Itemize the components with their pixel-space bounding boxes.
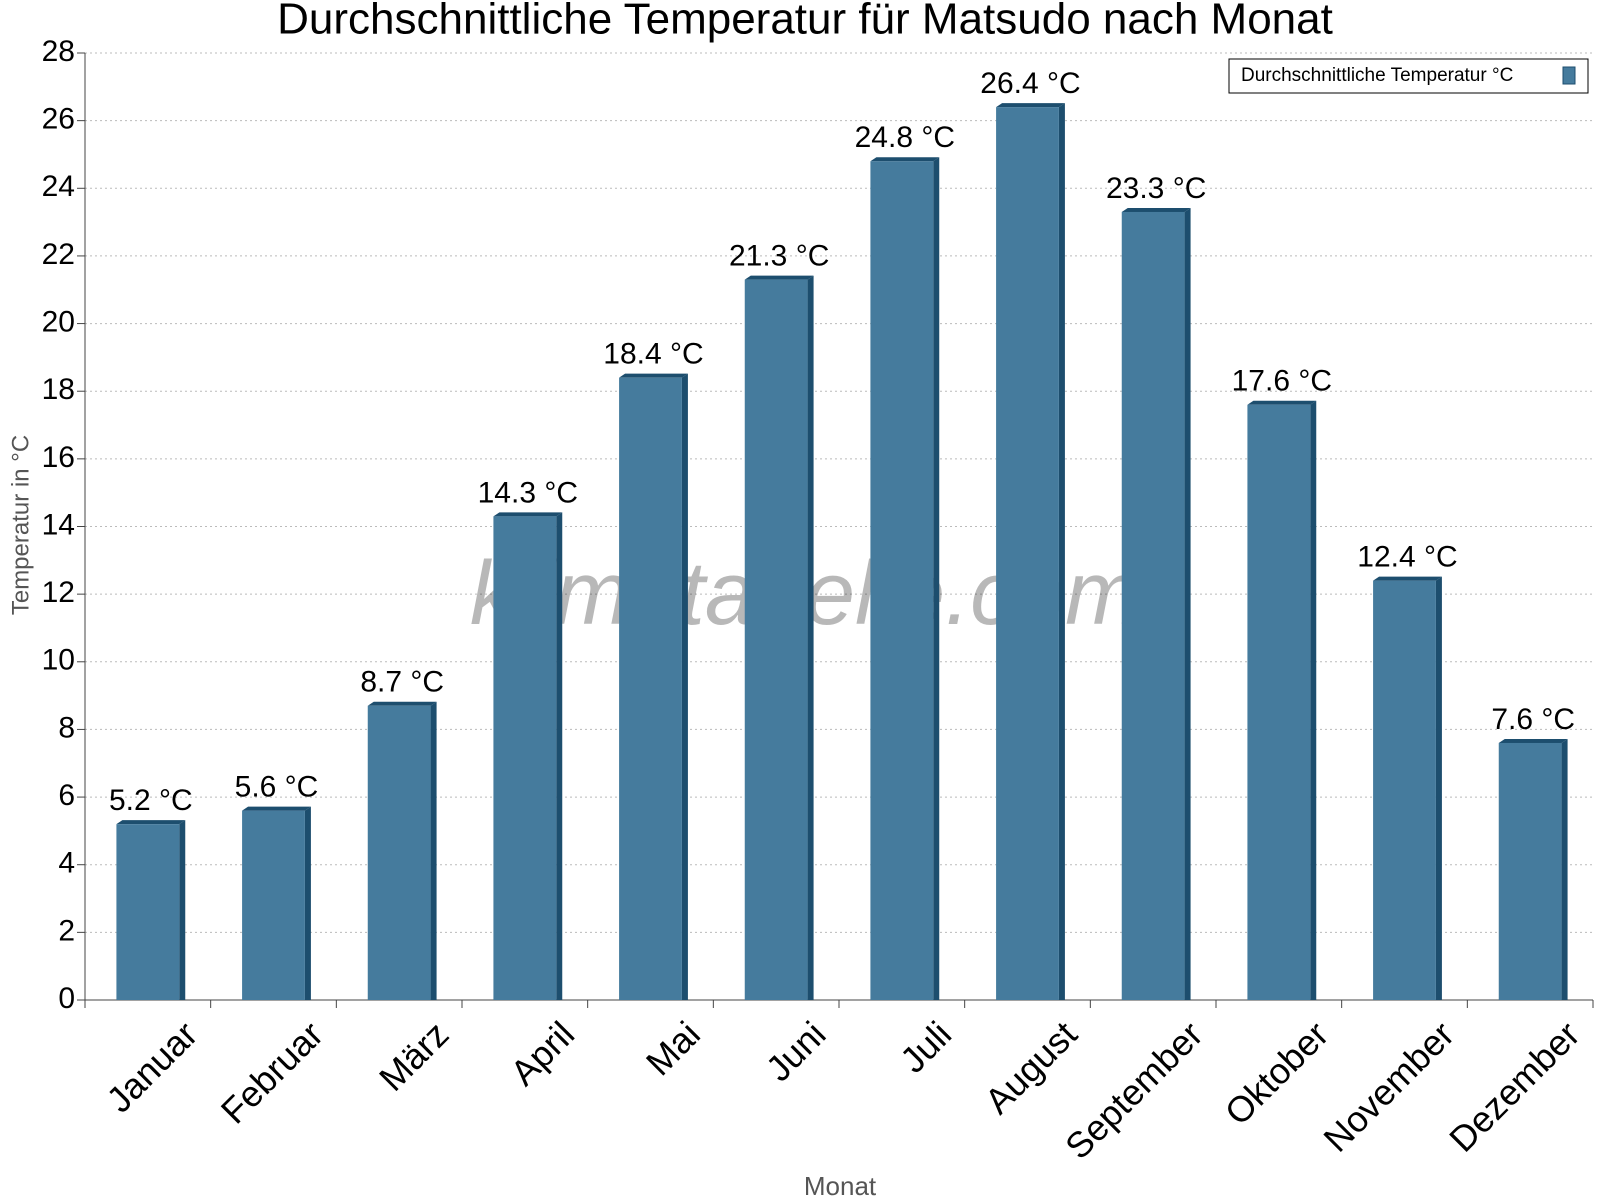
bar-side bbox=[681, 373, 688, 1001]
y-tick-label: 16 bbox=[42, 441, 75, 474]
x-axis-label: Monat bbox=[804, 1171, 877, 1200]
y-tick-label: 0 bbox=[58, 982, 75, 1015]
data-label: 26.4 °C bbox=[980, 67, 1080, 100]
x-tick-label: März bbox=[371, 1013, 457, 1099]
data-label: 23.3 °C bbox=[1106, 172, 1206, 205]
data-label: 24.8 °C bbox=[855, 121, 955, 154]
x-tick-label: Mai bbox=[638, 1013, 708, 1083]
bar-top bbox=[116, 820, 186, 825]
legend: Durchschnittliche Temperatur °C bbox=[1228, 58, 1589, 94]
x-tick-label: September bbox=[1057, 1013, 1211, 1167]
bar bbox=[242, 810, 305, 1000]
data-label: 18.4 °C bbox=[603, 338, 703, 371]
bar-side bbox=[1435, 576, 1442, 1000]
data-label: 17.6 °C bbox=[1232, 365, 1332, 398]
bar bbox=[996, 107, 1059, 1001]
bar-top bbox=[493, 512, 563, 517]
y-axis-label: Temperatur in °C bbox=[7, 435, 34, 615]
bar bbox=[367, 705, 431, 1000]
x-tick-label: April bbox=[502, 1013, 582, 1093]
x-tick-label: November bbox=[1315, 1013, 1461, 1159]
y-tick-label: 26 bbox=[42, 103, 75, 136]
x-tick-label: Januar bbox=[98, 1013, 205, 1120]
y-tick-label: 4 bbox=[58, 847, 75, 880]
bar bbox=[1373, 580, 1436, 1000]
bar-top bbox=[242, 806, 311, 811]
y-tick-label: 22 bbox=[42, 238, 75, 271]
y-tick-label: 18 bbox=[42, 373, 75, 406]
x-tick-label: Dezember bbox=[1441, 1013, 1587, 1159]
x-tick-label: Oktober bbox=[1217, 1013, 1337, 1133]
y-tick-label: 14 bbox=[42, 508, 75, 541]
data-label: 8.7 °C bbox=[360, 666, 444, 699]
x-tick-label: Juli bbox=[892, 1013, 959, 1080]
y-tick-label: 2 bbox=[58, 914, 75, 947]
data-label: 14.3 °C bbox=[478, 476, 578, 509]
bar-top bbox=[1498, 738, 1568, 743]
bar-side bbox=[1184, 207, 1191, 1001]
bar-side bbox=[430, 701, 437, 1000]
bar bbox=[493, 516, 557, 1000]
bar-top bbox=[870, 157, 940, 162]
legend-swatch bbox=[1562, 66, 1576, 85]
bar-top bbox=[1121, 207, 1191, 212]
legend-box bbox=[1228, 58, 1589, 94]
y-tick-label: 24 bbox=[42, 170, 75, 203]
data-label: 5.6 °C bbox=[235, 771, 319, 804]
bar-side bbox=[807, 275, 814, 1000]
data-label: 5.2 °C bbox=[109, 784, 193, 817]
y-tick-label: 8 bbox=[58, 711, 75, 744]
bar bbox=[870, 161, 934, 1000]
x-tick-label: Juni bbox=[758, 1013, 834, 1089]
chart-title: Durchschnittliche Temperatur für Matsudo… bbox=[277, 0, 1333, 44]
bar bbox=[1121, 211, 1185, 1001]
y-tick-label: 12 bbox=[42, 576, 75, 609]
y-tick-label: 10 bbox=[42, 644, 75, 677]
data-label: 21.3 °C bbox=[729, 240, 829, 273]
x-tick-label: August bbox=[977, 1013, 1085, 1121]
bar-side bbox=[1058, 103, 1065, 1001]
bar-top bbox=[996, 103, 1065, 108]
bar-side bbox=[1561, 738, 1568, 1000]
y-tick-label: 28 bbox=[42, 35, 75, 68]
x-tick-label: Februar bbox=[213, 1013, 331, 1131]
data-label: 12.4 °C bbox=[1357, 541, 1457, 574]
bar bbox=[744, 279, 808, 1000]
legend-label: Durchschnittliche Temperatur °C bbox=[1241, 65, 1513, 86]
bar bbox=[1247, 404, 1311, 1000]
bar-side bbox=[556, 512, 563, 1000]
bar-side bbox=[304, 806, 311, 1000]
y-tick-label: 6 bbox=[58, 779, 75, 812]
bar bbox=[116, 824, 180, 1000]
bar-side bbox=[933, 157, 940, 1000]
bar-top bbox=[744, 275, 814, 280]
bar-top bbox=[1247, 400, 1317, 405]
bar-top bbox=[619, 373, 688, 378]
bar bbox=[1498, 742, 1562, 1000]
y-tick-label: 20 bbox=[42, 305, 75, 338]
bar-top bbox=[367, 701, 437, 706]
bar bbox=[619, 377, 682, 1001]
data-label: 7.6 °C bbox=[1491, 703, 1575, 736]
bar-top bbox=[1373, 576, 1442, 581]
bar-side bbox=[179, 820, 186, 1000]
bar-side bbox=[1310, 400, 1317, 1000]
